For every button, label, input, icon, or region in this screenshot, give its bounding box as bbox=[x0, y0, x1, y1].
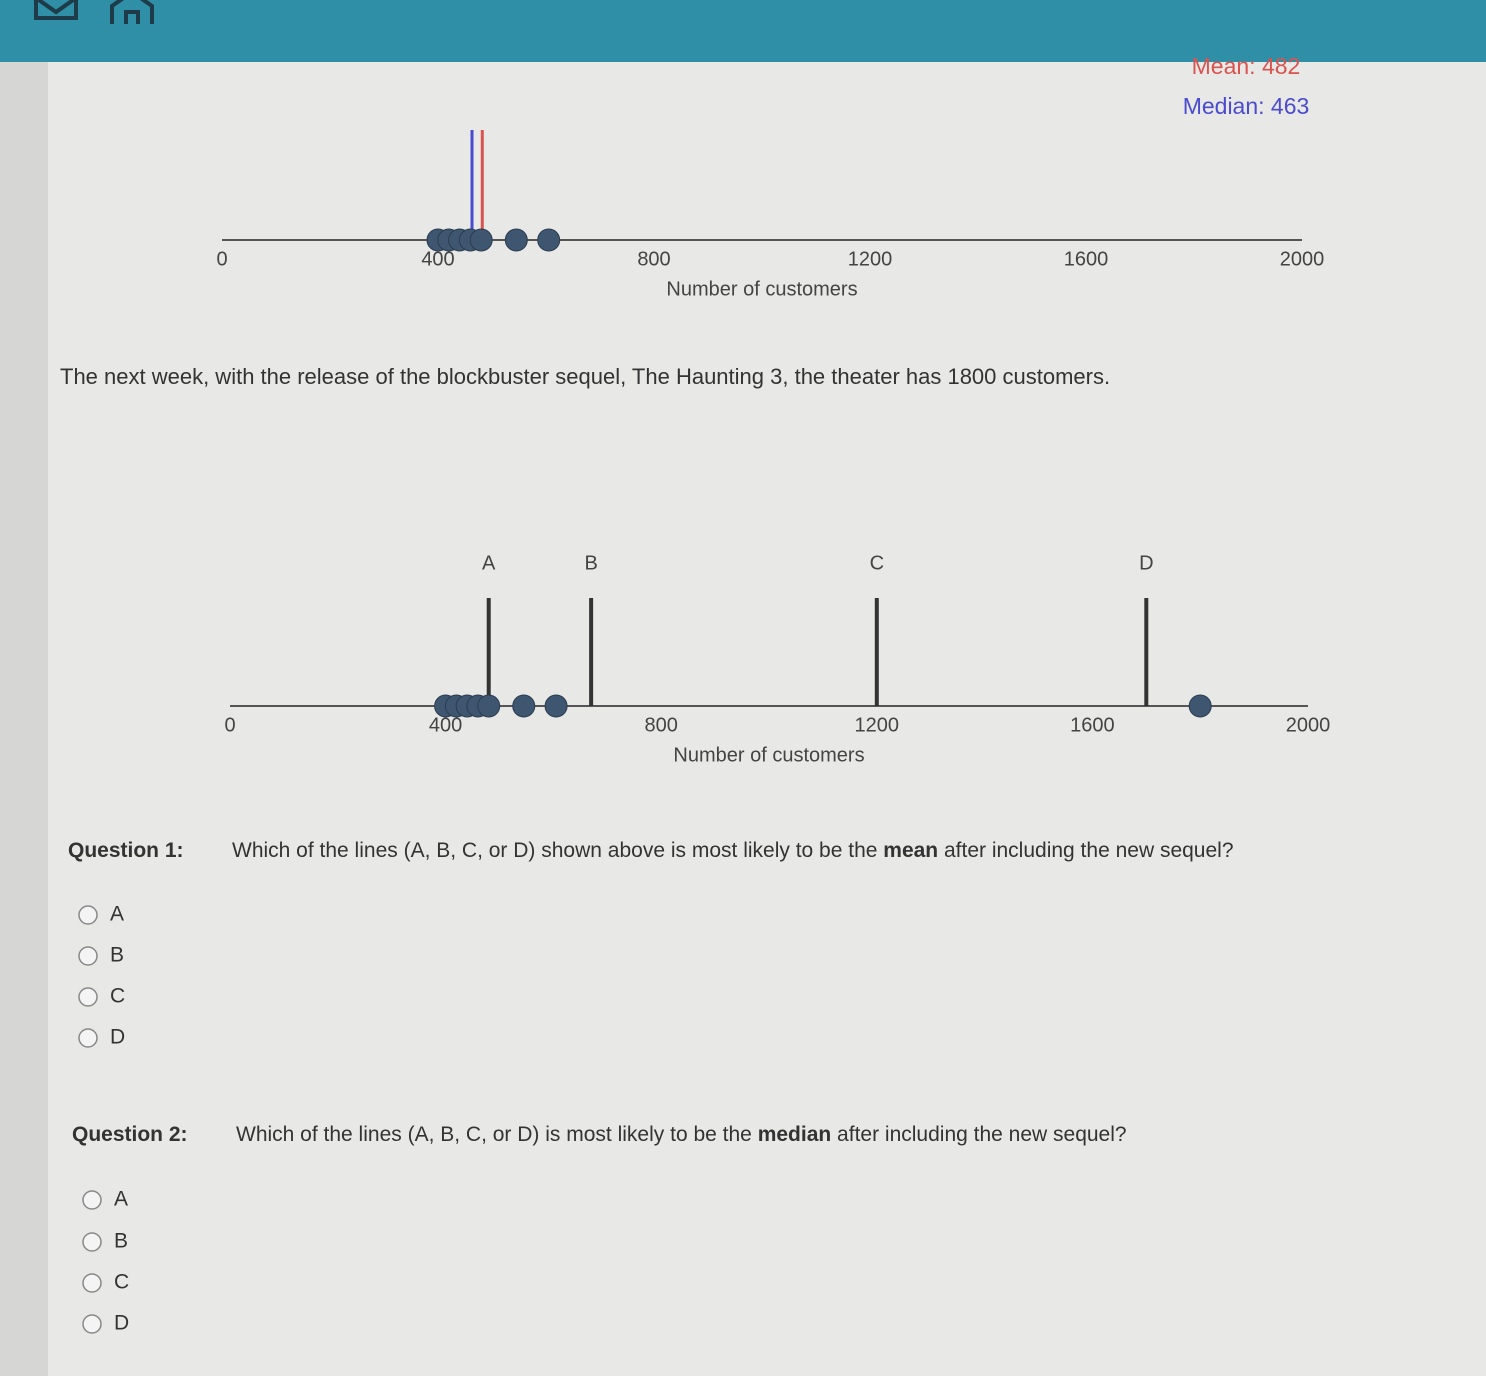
x-tick-label: 2000 bbox=[1286, 714, 1331, 736]
x-tick-label: 0 bbox=[216, 248, 227, 270]
home-icon[interactable] bbox=[110, 0, 154, 24]
data-point bbox=[544, 694, 568, 718]
x-tick-label: 1200 bbox=[848, 248, 893, 270]
data-point bbox=[469, 228, 493, 252]
option-label[interactable]: B bbox=[114, 1230, 128, 1253]
radio-button[interactable] bbox=[82, 1190, 102, 1210]
x-tick-label: 800 bbox=[637, 248, 670, 270]
option-label[interactable]: D bbox=[114, 1312, 129, 1335]
reference-label: B bbox=[584, 552, 597, 574]
radio-button[interactable] bbox=[78, 946, 98, 966]
x-tick-label: 2000 bbox=[1280, 248, 1325, 270]
intro-text: The next week, with the release of the b… bbox=[60, 364, 1110, 389]
option-label[interactable]: D bbox=[110, 1026, 125, 1049]
data-point bbox=[477, 694, 501, 718]
option-label[interactable]: A bbox=[114, 1188, 128, 1211]
reference-label: Mean: 482 bbox=[1192, 53, 1301, 79]
reference-label: A bbox=[482, 552, 496, 574]
question-text: Question 1: Which of the lines (A, B, C,… bbox=[68, 839, 1234, 862]
option-label[interactable]: C bbox=[114, 1271, 129, 1294]
x-tick-label: 0 bbox=[224, 714, 235, 736]
radio-button[interactable] bbox=[82, 1314, 102, 1334]
data-point bbox=[504, 228, 528, 252]
x-tick-label: 1600 bbox=[1064, 248, 1109, 270]
option-label[interactable]: B bbox=[110, 944, 124, 967]
radio-button[interactable] bbox=[78, 905, 98, 925]
question-text: Question 2: Which of the lines (A, B, C,… bbox=[72, 1123, 1127, 1146]
question-part: Which of the lines (A, B, C, or D) shown… bbox=[232, 839, 883, 862]
data-point bbox=[1188, 694, 1212, 718]
option-label[interactable]: A bbox=[110, 903, 124, 926]
x-tick-label: 400 bbox=[421, 248, 454, 270]
question-part: after including the new sequel? bbox=[831, 1123, 1126, 1146]
x-tick-label: 1200 bbox=[855, 714, 900, 736]
question-label: Question 1: bbox=[68, 839, 184, 862]
x-tick-label: 1600 bbox=[1070, 714, 1115, 736]
question-label: Question 2: bbox=[72, 1123, 188, 1146]
reference-label: D bbox=[1139, 552, 1153, 574]
question-emphasis: median bbox=[758, 1123, 832, 1146]
top-bar bbox=[0, 0, 1486, 62]
question-part: after including the new sequel? bbox=[938, 839, 1233, 862]
side-strip bbox=[0, 62, 48, 1376]
question-part: Which of the lines (A, B, C, or D) is mo… bbox=[236, 1123, 758, 1146]
radio-button[interactable] bbox=[78, 987, 98, 1007]
radio-button[interactable] bbox=[82, 1232, 102, 1252]
mail-icon[interactable] bbox=[34, 0, 78, 20]
data-point bbox=[512, 694, 536, 718]
radio-button[interactable] bbox=[82, 1273, 102, 1293]
question-emphasis: mean bbox=[883, 839, 938, 862]
radio-button[interactable] bbox=[78, 1028, 98, 1048]
reference-label: C bbox=[870, 552, 884, 574]
data-point bbox=[537, 228, 561, 252]
x-axis-label: Number of customers bbox=[673, 744, 864, 766]
x-tick-label: 400 bbox=[429, 714, 462, 736]
reference-label: Median: 463 bbox=[1183, 93, 1310, 119]
x-axis-label: Number of customers bbox=[666, 278, 857, 300]
option-label[interactable]: C bbox=[110, 985, 125, 1008]
x-tick-label: 800 bbox=[645, 714, 678, 736]
